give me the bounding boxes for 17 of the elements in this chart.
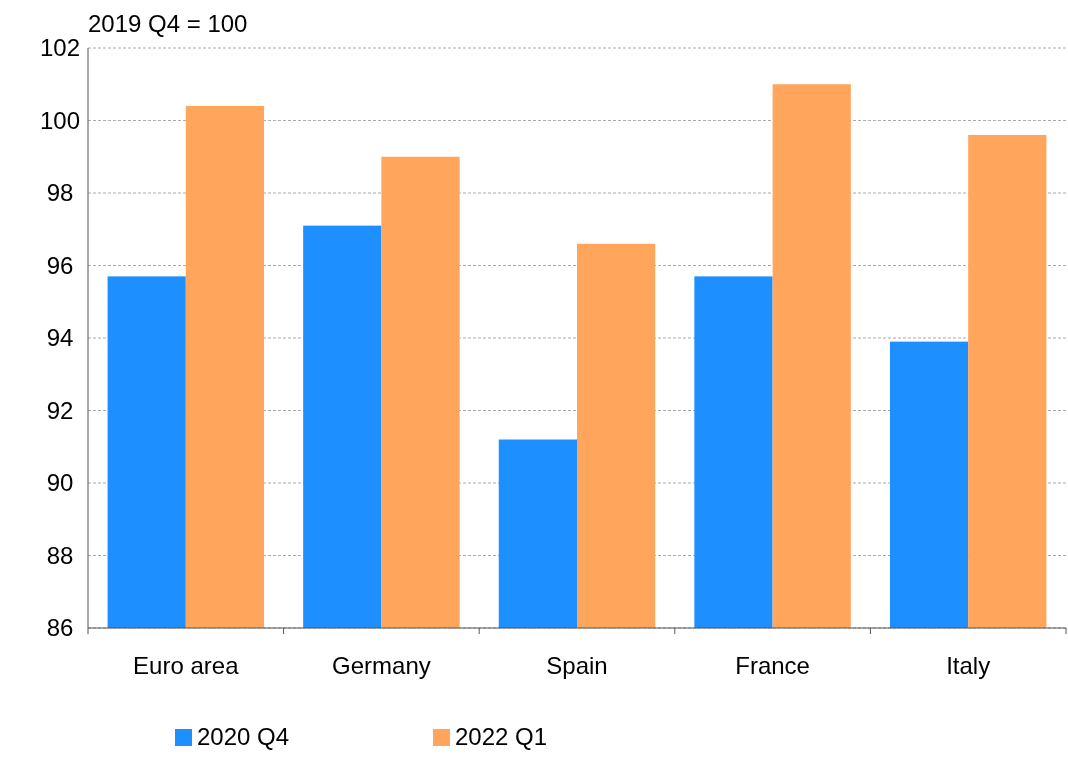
- y-tick-label: 96: [46, 251, 74, 279]
- chart-title: 2019 Q4 = 100: [88, 10, 248, 37]
- x-tick-label: Euro area: [133, 652, 240, 679]
- y-tick-label: 86: [46, 614, 74, 642]
- y-tick-label: 92: [46, 396, 74, 424]
- y-tick-label: 94: [46, 324, 74, 352]
- y-tick-label: 100: [39, 106, 81, 134]
- y-tick-label: 102: [39, 34, 81, 62]
- y-tick-label: 90: [46, 469, 74, 497]
- x-tick-label: Spain: [546, 652, 608, 679]
- legend-label: 2020 Q4: [197, 723, 290, 750]
- x-tick-label: Germany: [332, 652, 431, 679]
- y-tick-label: 88: [46, 541, 74, 569]
- x-tick-label: France: [735, 652, 810, 679]
- legend-label: 2022 Q1: [455, 723, 548, 750]
- x-tick-label: Italy: [946, 652, 991, 679]
- y-tick-label: 98: [46, 179, 74, 207]
